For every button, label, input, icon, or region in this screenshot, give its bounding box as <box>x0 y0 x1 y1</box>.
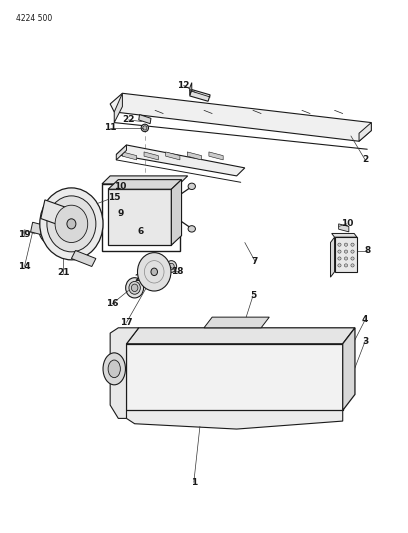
Ellipse shape <box>142 208 154 220</box>
Ellipse shape <box>151 268 157 276</box>
Polygon shape <box>339 224 349 232</box>
Ellipse shape <box>55 205 88 243</box>
Ellipse shape <box>344 257 348 260</box>
Polygon shape <box>102 176 188 184</box>
Polygon shape <box>330 344 343 376</box>
Polygon shape <box>110 93 371 141</box>
Ellipse shape <box>338 257 341 260</box>
Ellipse shape <box>103 353 126 385</box>
Text: 19: 19 <box>18 230 31 239</box>
Ellipse shape <box>338 243 341 246</box>
Ellipse shape <box>344 250 348 253</box>
Polygon shape <box>330 237 335 277</box>
Polygon shape <box>171 180 182 245</box>
Ellipse shape <box>67 219 76 229</box>
Polygon shape <box>110 328 139 418</box>
Polygon shape <box>332 233 357 237</box>
Text: 14: 14 <box>18 262 31 271</box>
Polygon shape <box>135 199 163 203</box>
Polygon shape <box>139 115 151 124</box>
Polygon shape <box>126 410 343 429</box>
Polygon shape <box>114 93 122 123</box>
Ellipse shape <box>351 257 354 260</box>
Ellipse shape <box>40 188 103 260</box>
Text: 1: 1 <box>191 478 197 487</box>
Ellipse shape <box>338 250 341 253</box>
Text: 4224 500: 4224 500 <box>16 14 53 23</box>
Text: 5: 5 <box>250 292 256 300</box>
Ellipse shape <box>351 243 354 246</box>
Polygon shape <box>41 200 67 227</box>
Polygon shape <box>126 344 343 410</box>
Polygon shape <box>343 328 355 410</box>
Ellipse shape <box>338 264 341 267</box>
Polygon shape <box>116 145 126 160</box>
Text: 6: 6 <box>137 228 144 236</box>
Ellipse shape <box>166 261 177 272</box>
Ellipse shape <box>351 250 354 253</box>
Ellipse shape <box>144 211 151 216</box>
Ellipse shape <box>143 126 147 130</box>
Ellipse shape <box>188 183 195 190</box>
Polygon shape <box>335 237 357 272</box>
Ellipse shape <box>39 214 63 244</box>
Text: 10: 10 <box>139 268 151 276</box>
Ellipse shape <box>47 196 96 252</box>
Ellipse shape <box>188 225 195 232</box>
Text: 13: 13 <box>65 220 78 228</box>
Ellipse shape <box>129 281 140 294</box>
Ellipse shape <box>131 284 138 292</box>
Text: 7: 7 <box>252 257 258 265</box>
Polygon shape <box>108 189 171 245</box>
Text: 4: 4 <box>362 316 368 324</box>
Text: 3: 3 <box>362 337 368 345</box>
Polygon shape <box>209 152 223 160</box>
Polygon shape <box>187 152 202 160</box>
Polygon shape <box>126 328 355 344</box>
Polygon shape <box>108 180 182 189</box>
Polygon shape <box>116 145 245 176</box>
Ellipse shape <box>126 278 144 298</box>
Text: 2: 2 <box>362 156 368 164</box>
Text: 17: 17 <box>120 318 133 327</box>
Polygon shape <box>330 384 343 410</box>
Text: 12: 12 <box>177 81 190 90</box>
Polygon shape <box>122 152 137 160</box>
Polygon shape <box>31 222 43 235</box>
Text: 10: 10 <box>114 182 126 191</box>
Polygon shape <box>190 83 192 95</box>
Polygon shape <box>190 90 210 101</box>
Text: 22: 22 <box>122 116 135 124</box>
Text: 20: 20 <box>135 274 147 282</box>
Text: 9: 9 <box>117 209 124 217</box>
Text: 15: 15 <box>108 193 120 201</box>
Text: 18: 18 <box>171 268 184 276</box>
Ellipse shape <box>108 360 120 377</box>
Polygon shape <box>71 251 96 266</box>
Ellipse shape <box>141 124 149 132</box>
Ellipse shape <box>144 272 149 277</box>
Text: 21: 21 <box>57 269 69 277</box>
Polygon shape <box>144 180 153 188</box>
Polygon shape <box>144 152 158 160</box>
Polygon shape <box>55 201 71 246</box>
Text: 10: 10 <box>341 220 353 228</box>
Ellipse shape <box>43 220 59 238</box>
Polygon shape <box>204 317 269 328</box>
Ellipse shape <box>344 264 348 267</box>
Ellipse shape <box>137 253 171 291</box>
Text: 16: 16 <box>106 300 118 308</box>
Polygon shape <box>166 152 180 160</box>
Polygon shape <box>135 203 161 225</box>
Text: 8: 8 <box>364 246 370 255</box>
Text: 11: 11 <box>104 124 116 132</box>
Ellipse shape <box>169 263 174 270</box>
Ellipse shape <box>351 264 354 267</box>
Polygon shape <box>359 123 371 141</box>
Ellipse shape <box>344 243 348 246</box>
